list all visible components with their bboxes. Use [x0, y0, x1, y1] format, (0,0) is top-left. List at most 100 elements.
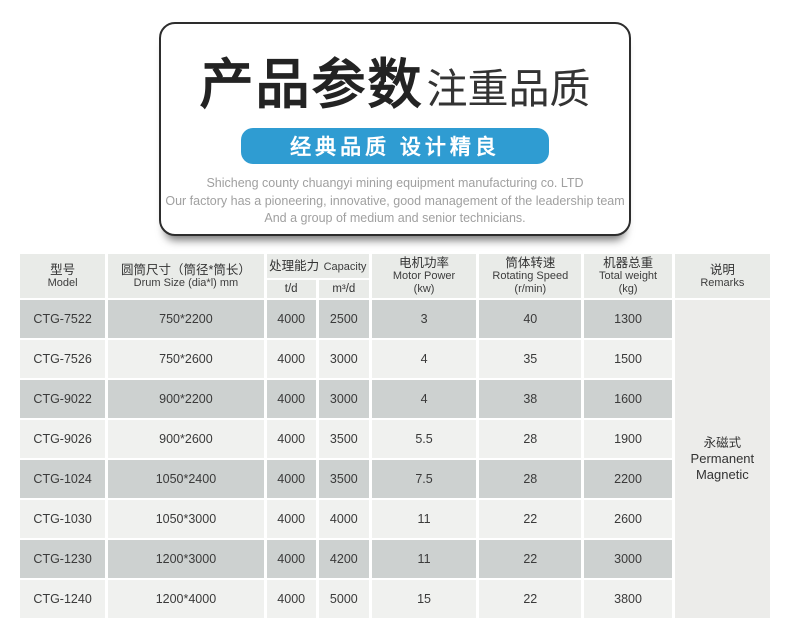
cell-motor-power: 3 — [371, 300, 477, 338]
cell-model: CTG-9022 — [20, 380, 106, 418]
cell-capacity-td: 4000 — [266, 500, 316, 538]
col-header-capacity-td: t/d — [266, 280, 316, 298]
cell-rotating-speed: 22 — [479, 580, 582, 618]
col-header-remarks-en: Remarks — [700, 276, 745, 289]
cell-capacity-m3d: 4200 — [318, 540, 369, 578]
cell-rotating-speed: 22 — [479, 500, 582, 538]
table-row: CTG-1030 1050*3000 4000 4000 11 22 2600 — [20, 500, 770, 538]
cell-total-weight: 2600 — [584, 500, 672, 538]
cell-capacity-td: 4000 — [266, 380, 316, 418]
company-line-2: Our factory has a pioneering, innovative… — [165, 193, 625, 208]
col-header-speed-en: Rotating Speed — [492, 270, 569, 282]
col-header-model: 型号 Model — [20, 254, 106, 298]
cell-model: CTG-9026 — [20, 420, 106, 458]
table-row: CTG-1240 1200*4000 4000 5000 15 22 3800 — [20, 580, 770, 618]
table-row: CTG-7522 750*2200 4000 2500 3 40 1300 永磁式 Perman… — [20, 300, 770, 618]
company-description: Shicheng county chuangyi mining equipmen… — [161, 175, 629, 228]
cell-capacity-td: 4000 — [266, 580, 316, 618]
col-header-speed-unit: (r/min) — [514, 283, 547, 295]
page-title-sub: 注重品质 — [426, 65, 591, 113]
cell-model: CTG-1230 — [20, 540, 106, 578]
cell-capacity-m3d: 3000 — [318, 340, 369, 378]
cell-capacity-m3d: 3500 — [318, 460, 369, 498]
cell-motor-power: 15 — [371, 580, 477, 618]
col-header-capacity-zh: 处理能力 — [269, 259, 320, 273]
col-header-capacity: 处理能力 Capacity — [266, 254, 369, 278]
col-header-weight-zh: 机器总重 — [603, 256, 654, 270]
col-header-motor-unit: (kw) — [413, 283, 435, 295]
header-card: 产品参数 注重品质 经典品质 设计精良 Shicheng county chua… — [159, 22, 631, 236]
cell-rotating-speed: 38 — [479, 380, 582, 418]
col-header-remarks-zh: 说明 — [709, 262, 735, 277]
table-row: CTG-1024 1050*2400 4000 3500 7.5 28 2200 — [20, 460, 770, 498]
cell-drum-size: 1200*4000 — [108, 580, 264, 618]
cell-model: CTG-7526 — [20, 340, 106, 378]
cell-drum-size: 1050*3000 — [108, 500, 264, 538]
cell-capacity-m3d: 4000 — [318, 500, 369, 538]
col-header-capacity-m3d: m³/d — [318, 280, 369, 298]
cell-capacity-td: 4000 — [266, 420, 316, 458]
cell-total-weight: 1900 — [584, 420, 672, 458]
cell-total-weight: 3800 — [584, 580, 672, 618]
cell-rotating-speed: 35 — [479, 340, 582, 378]
cell-motor-power: 4 — [371, 340, 477, 378]
col-header-motor-en: Motor Power — [392, 270, 456, 282]
table-row: CTG-1230 1200*3000 4000 4200 11 22 3000 — [20, 540, 770, 578]
cell-model: CTG-1024 — [20, 460, 106, 498]
col-header-model-zh: 型号 — [50, 262, 76, 277]
col-header-rotating-speed: 筒体转速 Rotating Speed (r/min) — [479, 254, 582, 298]
page-title-main: 产品参数 — [199, 52, 424, 116]
cell-model: CTG-7522 — [20, 300, 106, 338]
cell-total-weight: 3000 — [584, 540, 672, 578]
remarks-cell: 永磁式 Permanent Magnetic — [674, 300, 770, 618]
cell-drum-size: 750*2200 — [108, 300, 264, 338]
cell-model: CTG-1030 — [20, 500, 106, 538]
cell-capacity-td: 4000 — [266, 460, 316, 498]
col-header-drum-en: Drum Size (dia*l) mm — [133, 276, 239, 289]
cell-total-weight: 2200 — [584, 460, 672, 498]
col-header-total-weight: 机器总重 Total weight (kg) — [584, 254, 672, 298]
col-header-remarks: 说明 Remarks — [674, 254, 770, 298]
cell-motor-power: 11 — [371, 500, 477, 538]
cell-drum-size: 1200*3000 — [108, 540, 264, 578]
cell-motor-power: 11 — [371, 540, 477, 578]
spec-table: 型号 Model 圆筒尺寸（筒径*筒长） Drum Size (dia*l) m… — [17, 252, 773, 620]
cell-capacity-m3d: 3500 — [318, 420, 369, 458]
cell-drum-size: 750*2600 — [108, 340, 264, 378]
table-row: CTG-9022 900*2200 4000 3000 4 38 1600 — [20, 380, 770, 418]
spec-table-body: CTG-7522 750*2200 4000 2500 3 40 1300 永磁式 Perman… — [20, 300, 770, 618]
cell-model: CTG-1240 — [20, 580, 106, 618]
cell-capacity-td: 4000 — [266, 540, 316, 578]
cell-capacity-m3d: 5000 — [318, 580, 369, 618]
col-header-drum-zh: 圆筒尺寸（筒径*筒长） — [120, 262, 251, 277]
remarks-text-zh: 永磁式 — [703, 436, 742, 450]
cell-total-weight: 1600 — [584, 380, 672, 418]
cell-capacity-m3d: 3000 — [318, 380, 369, 418]
cell-motor-power: 7.5 — [371, 460, 477, 498]
cell-rotating-speed: 28 — [479, 460, 582, 498]
col-header-capacity-en: Capacity — [323, 261, 367, 273]
col-header-motor-power: 电机功率 Motor Power (kw) — [371, 254, 477, 298]
cell-rotating-speed: 40 — [479, 300, 582, 338]
company-line-3: And a group of medium and senior technic… — [264, 211, 526, 225]
cell-drum-size: 900*2200 — [108, 380, 264, 418]
cell-drum-size: 900*2600 — [108, 420, 264, 458]
cell-motor-power: 4 — [371, 380, 477, 418]
col-header-weight-en: Total weight — [599, 270, 658, 282]
cell-capacity-m3d: 2500 — [318, 300, 369, 338]
col-header-model-en: Model — [47, 276, 78, 289]
cell-total-weight: 1300 — [584, 300, 672, 338]
table-row: CTG-9026 900*2600 4000 3500 5.5 28 1900 — [20, 420, 770, 458]
cell-rotating-speed: 28 — [479, 420, 582, 458]
col-header-drum-size: 圆筒尺寸（筒径*筒长） Drum Size (dia*l) mm — [108, 254, 264, 298]
col-header-motor-zh: 电机功率 — [399, 256, 450, 270]
cell-capacity-td: 4000 — [266, 340, 316, 378]
cell-capacity-td: 4000 — [266, 300, 316, 338]
company-line-1: Shicheng county chuangyi mining equipmen… — [206, 176, 584, 190]
cell-rotating-speed: 22 — [479, 540, 582, 578]
quality-banner: 经典品质 设计精良 — [241, 128, 549, 164]
col-header-speed-zh: 筒体转速 — [505, 256, 556, 270]
cell-total-weight: 1500 — [584, 340, 672, 378]
col-header-weight-unit: (kg) — [618, 283, 638, 295]
cell-drum-size: 1050*2400 — [108, 460, 264, 498]
